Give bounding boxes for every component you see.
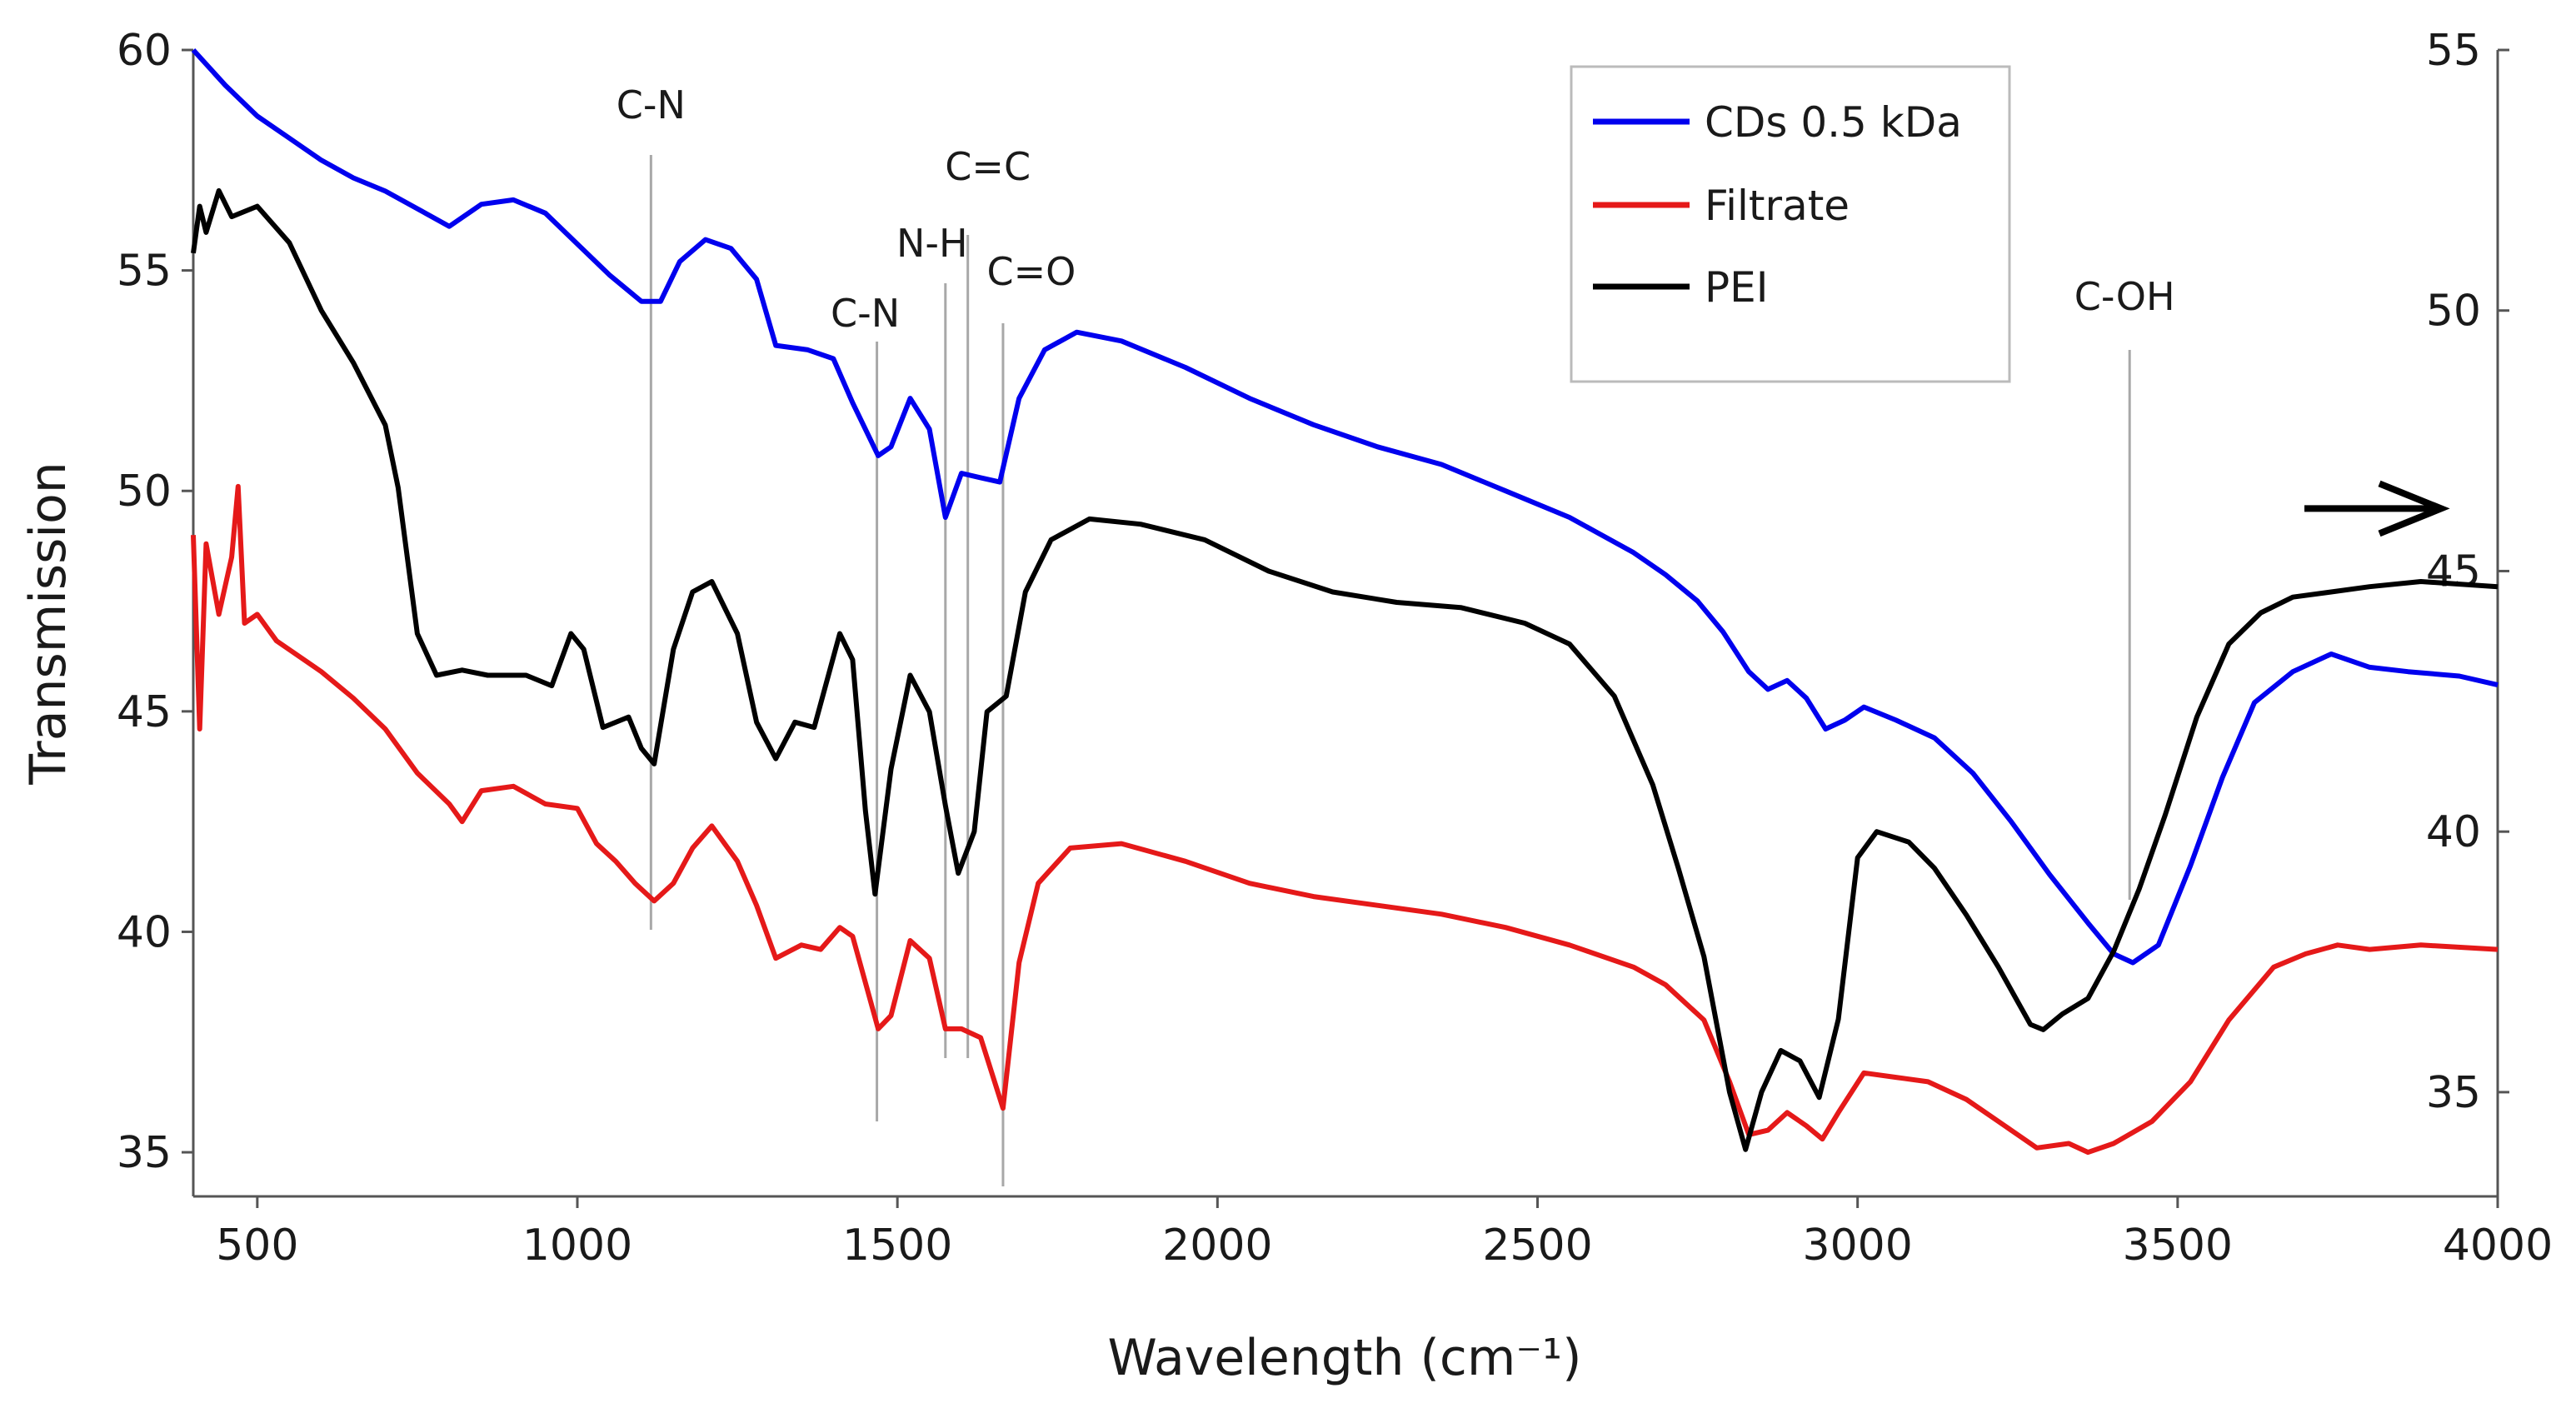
peak-label: C=C: [945, 144, 1031, 189]
peak-label: C-N: [617, 82, 686, 127]
x-tick-label: 500: [216, 1221, 298, 1271]
y-tick-label: 40: [117, 907, 172, 957]
x-tick-label: 3000: [1802, 1221, 1912, 1271]
peak-label: C-N: [831, 291, 900, 336]
y2-tick-label: 55: [2426, 26, 2481, 76]
y2-tick-label: 35: [2426, 1068, 2481, 1118]
y-tick-label: 55: [117, 247, 172, 297]
y-tick-label: 50: [117, 467, 172, 517]
series-line-pei: [191, 187, 2499, 1152]
y-tick-label: 35: [117, 1128, 172, 1178]
legend-label-cds: CDs 0.5 kDa: [1705, 98, 1962, 147]
legend: CDs 0.5 kDa Filtrate PEI: [1570, 65, 2011, 383]
x-tick-label: 2000: [1162, 1221, 1272, 1271]
peak-label: C-OH: [2074, 274, 2175, 319]
peak-label: N-H: [896, 221, 968, 266]
series-line-filtrate: [191, 483, 2499, 1156]
y-tick-label: 45: [117, 687, 172, 737]
series-line-cds: [191, 47, 2499, 966]
x-axis-title: Wavelength (cm⁻¹): [1108, 1329, 1582, 1387]
y-tick-label: 60: [117, 26, 172, 76]
x-tick-label: 4000: [2443, 1221, 2553, 1271]
axis-ticks: 500 1000 1500 2000 2500 3000 3500 4000 35 40 45 50 5…: [117, 26, 2553, 1271]
right-axis-arrow-icon: [2304, 480, 2450, 537]
peak-annotations: C-N C-N N-H C=C C=O C-OH: [617, 82, 2175, 1186]
legend-label-pei: PEI: [1705, 263, 1769, 312]
x-tick-label: 2500: [1482, 1221, 1592, 1271]
y2-tick-label: 45: [2426, 547, 2481, 597]
y2-tick-label: 50: [2426, 287, 2481, 337]
spectra: [191, 47, 2499, 1156]
x-tick-label: 3500: [2123, 1221, 2233, 1271]
x-tick-label: 1500: [842, 1221, 952, 1271]
legend-label-filtrate: Filtrate: [1705, 182, 1850, 230]
peak-label: C=O: [987, 249, 1076, 294]
x-tick-label: 1000: [522, 1221, 632, 1271]
y2-tick-label: 40: [2426, 807, 2481, 857]
y-axis-title: Transmission: [19, 462, 77, 786]
